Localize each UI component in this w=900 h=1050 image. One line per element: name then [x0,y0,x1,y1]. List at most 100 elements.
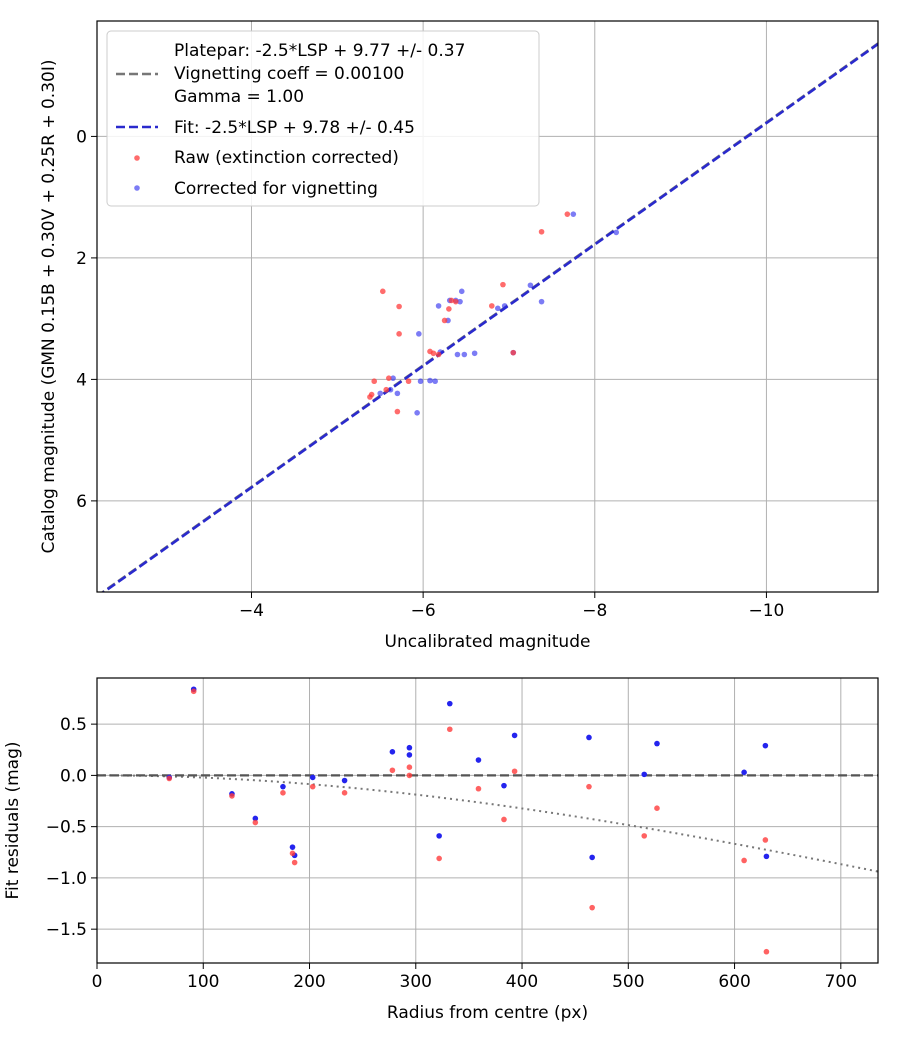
legend-raw-swatch [134,155,140,161]
y-tick-label: 6 [76,492,87,512]
legend-label: Raw (extinction corrected) [174,148,399,168]
raw-point [379,288,386,295]
raw-point [501,816,507,823]
x-tick-label: 400 [506,972,538,992]
raw-point [641,833,648,839]
corrected-point [589,854,595,861]
raw-point [252,819,259,826]
raw-point [763,948,770,955]
raw-point [309,783,316,790]
legend-label: Corrected for vignetting [174,179,378,199]
raw-point [511,768,518,775]
legend-box [106,30,540,207]
y-tick-label: −0.5 [46,818,87,838]
corrected-point [475,757,482,763]
calibration-plot: Platepar: -2.5*LSP + 9.77 +/- 0.37 Vignet… [39,20,879,652]
corrected-point [435,303,442,309]
legend-label: Gamma = 1.00 [174,87,304,107]
corrected-point [280,783,286,790]
corrected-point [309,774,316,781]
corrected-point [416,331,422,337]
plot-frame [96,677,879,964]
corrected-point [471,350,478,357]
raw-point [341,790,348,796]
corrected-point [446,700,453,707]
raw-point [586,783,592,790]
fit-line [101,43,878,592]
raw-point [367,394,373,400]
raw-point [538,228,545,235]
corrected-point [454,351,461,358]
raw-point [430,350,437,357]
corrected-point [461,351,468,358]
raw-point [280,790,286,796]
y-tick-label: 0.5 [60,715,87,735]
raw-point [396,303,402,310]
raw-point [371,378,378,385]
x-tick-label: 300 [400,972,432,992]
corrected-point [570,211,577,217]
legend-label: Platepar: -2.5*LSP + 9.77 +/- 0.37 [174,41,465,61]
raw-point [291,859,298,866]
vignetting-model-curve [97,774,878,873]
corrected-point [387,386,394,393]
raw-point [446,306,452,312]
corrected-point [436,833,442,839]
raw-point [475,785,482,792]
corrected-point [538,298,545,305]
raw-point [500,281,506,288]
plot-area [97,686,878,955]
x-tick-label: 0 [92,972,103,992]
raw-point [406,764,413,770]
corrected-point [394,390,401,397]
raw-point [510,349,517,356]
y-tick-label: 4 [76,370,87,390]
x-tick-label: 700 [825,972,857,992]
corrected-point [341,777,348,784]
corrected-point [457,298,463,305]
corrected-point [406,744,413,751]
raw-point [589,904,595,911]
corrected-point [763,853,770,860]
raw-point [289,850,296,857]
corrected-point [494,305,501,312]
raw-point [435,351,442,358]
x-tick-label: 100 [187,972,219,992]
corrected-point [741,769,747,776]
y-tick-label: 0 [76,127,87,147]
raw-point [441,317,448,324]
raw-point [741,857,747,864]
raw-point [488,303,495,309]
raw-point [762,837,769,843]
corrected-point [427,377,433,384]
corrected-point [613,229,620,236]
raw-point [436,855,442,862]
legend-corrected-swatch [134,185,140,191]
raw-point [190,688,197,695]
corrected-point [377,390,384,397]
x-tick-label: −8 [582,601,607,621]
x-tick-label: 600 [718,972,750,992]
y-tick-label: 2 [76,249,87,269]
raw-point [406,772,413,779]
raw-point [405,378,412,385]
raw-point [448,297,455,304]
x-tick-label: −4 [239,601,264,621]
y-tick-label: −1.5 [46,920,87,940]
corrected-point [390,375,396,381]
plot-area [100,42,878,592]
corrected-point [641,771,648,778]
corrected-point [586,734,592,741]
raw-point [383,386,390,393]
y-tick-label: 0.0 [60,766,87,786]
x-axis-label: Radius from centre (px) [387,1003,588,1023]
corrected-point [417,378,424,385]
corrected-point [289,844,296,850]
raw-point [654,805,660,811]
corrected-point [414,410,420,416]
x-tick-label: 200 [293,972,325,992]
corrected-point [252,815,259,822]
corrected-point [762,742,769,749]
raw-point [564,211,571,217]
